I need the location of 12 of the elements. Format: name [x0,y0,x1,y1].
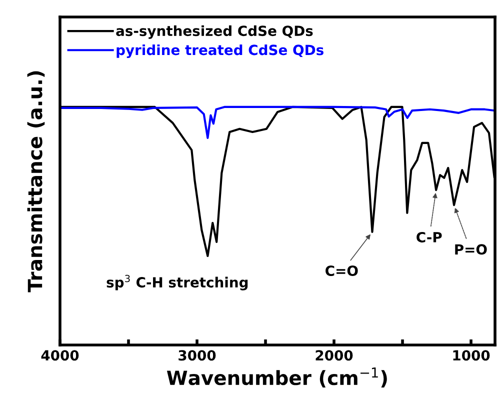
x-tick-label: 2000 [316,350,353,361]
x-tick-label: 4000 [41,350,79,361]
y-axis-title: Transmittance (a.u.) [27,71,45,292]
annotation: sp$^{3}$ C-H stretching [106,274,248,290]
legend-label: as-synthesized CdSe QDs [116,25,313,39]
x-axis-title: Wavenumber (cm$^{−1}$) [166,368,387,388]
annotation: C-P [416,232,442,242]
x-tick-label: 3000 [178,350,216,361]
annotation: C=O [326,266,358,276]
legend-label: pyridine treated CdSe QDs [116,44,324,58]
x-tick-label: 1000 [453,350,490,361]
annotation: P=O [455,244,487,255]
